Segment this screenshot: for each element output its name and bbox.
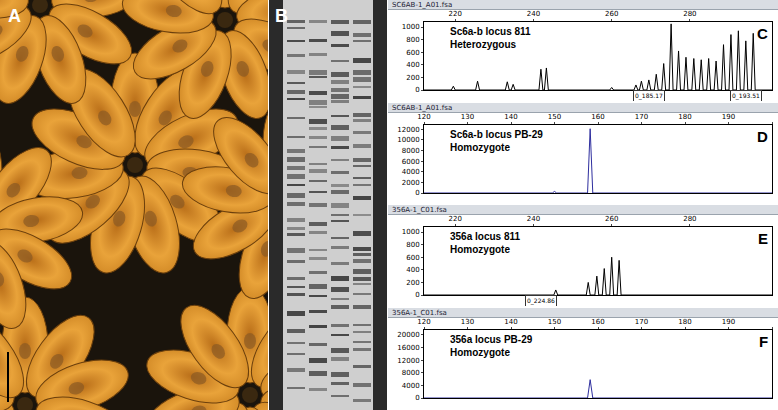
svg-text:0: 0 bbox=[415, 86, 419, 94]
svg-text:220: 220 bbox=[449, 215, 462, 223]
svg-text:190: 190 bbox=[722, 318, 735, 326]
html-text:SC6AB-1_A01.fsa: SC6AB-1_A01.fsa bbox=[392, 104, 453, 112]
svg-text:600: 600 bbox=[406, 254, 419, 262]
svg-text:170: 170 bbox=[635, 113, 648, 121]
svg-text:E: E bbox=[758, 230, 768, 247]
svg-text:200: 200 bbox=[406, 279, 419, 287]
svg-text:F: F bbox=[759, 333, 768, 350]
svg-text:240: 240 bbox=[527, 215, 540, 223]
svg-text:120: 120 bbox=[417, 113, 430, 121]
svg-text:180: 180 bbox=[678, 318, 691, 326]
svg-text:16000: 16000 bbox=[397, 344, 419, 352]
svg-text:170: 170 bbox=[635, 318, 648, 326]
svg-text:20000: 20000 bbox=[397, 331, 419, 339]
svg-text:280: 280 bbox=[683, 215, 696, 223]
svg-text:Sc6a-b locus 811Heterozygous: Sc6a-b locus 811Heterozygous bbox=[450, 26, 531, 50]
svg-text:12000: 12000 bbox=[397, 357, 419, 365]
svg-text:8000: 8000 bbox=[402, 147, 420, 155]
svg-text:220: 220 bbox=[449, 10, 462, 18]
svg-text:260: 260 bbox=[605, 10, 618, 18]
svg-text:400: 400 bbox=[406, 61, 419, 69]
svg-text:10000: 10000 bbox=[397, 136, 419, 144]
svg-text:4000: 4000 bbox=[402, 168, 420, 176]
svg-text:260: 260 bbox=[605, 215, 618, 223]
svg-text:4000: 4000 bbox=[402, 382, 420, 390]
html-text:A: A bbox=[8, 6, 21, 26]
svg-text:356a locus 811Homozygote: 356a locus 811Homozygote bbox=[450, 231, 520, 255]
svg-text:1000: 1000 bbox=[402, 23, 420, 31]
svg-text:0_224.86: 0_224.86 bbox=[527, 297, 555, 305]
svg-text:200: 200 bbox=[406, 74, 419, 82]
svg-text:0_185.17: 0_185.17 bbox=[635, 92, 663, 100]
svg-text:120: 120 bbox=[417, 318, 430, 326]
svg-text:800: 800 bbox=[406, 241, 419, 249]
svg-text:160: 160 bbox=[591, 113, 604, 121]
svg-text:150: 150 bbox=[548, 318, 561, 326]
html-text:SC6AB-1_A01.fsa: SC6AB-1_A01.fsa bbox=[392, 1, 453, 9]
svg-text:280: 280 bbox=[683, 10, 696, 18]
svg-text:1000: 1000 bbox=[402, 228, 420, 236]
html-text:B: B bbox=[275, 6, 288, 26]
svg-text:2000: 2000 bbox=[402, 179, 420, 187]
svg-text:160: 160 bbox=[591, 318, 604, 326]
html-text:356A-1_C01.fsa: 356A-1_C01.fsa bbox=[392, 206, 447, 214]
svg-text:0: 0 bbox=[415, 189, 419, 197]
html-text:356A-1_C01.fsa: 356A-1_C01.fsa bbox=[392, 309, 447, 317]
svg-text:8000: 8000 bbox=[402, 369, 420, 377]
svg-text:140: 140 bbox=[504, 318, 517, 326]
svg-text:800: 800 bbox=[406, 36, 419, 44]
svg-text:180: 180 bbox=[678, 113, 691, 121]
svg-text:190: 190 bbox=[722, 113, 735, 121]
svg-text:400: 400 bbox=[406, 266, 419, 274]
svg-text:Sc6a-b locus PB-29Homozygote: Sc6a-b locus PB-29Homozygote bbox=[450, 129, 543, 153]
svg-text:0: 0 bbox=[415, 394, 419, 402]
svg-text:130: 130 bbox=[461, 113, 474, 121]
svg-text:130: 130 bbox=[461, 318, 474, 326]
svg-text:600: 600 bbox=[406, 49, 419, 57]
svg-text:0_193.51: 0_193.51 bbox=[732, 92, 760, 100]
svg-text:0: 0 bbox=[415, 291, 419, 299]
svg-text:140: 140 bbox=[504, 113, 517, 121]
svg-text:12000: 12000 bbox=[397, 126, 419, 134]
svg-text:6000: 6000 bbox=[402, 158, 420, 166]
svg-text:150: 150 bbox=[548, 113, 561, 121]
svg-text:D: D bbox=[757, 128, 768, 145]
svg-text:C: C bbox=[757, 25, 768, 42]
svg-text:356a locus PB-29Homozygote: 356a locus PB-29Homozygote bbox=[450, 334, 533, 358]
svg-text:240: 240 bbox=[527, 10, 540, 18]
